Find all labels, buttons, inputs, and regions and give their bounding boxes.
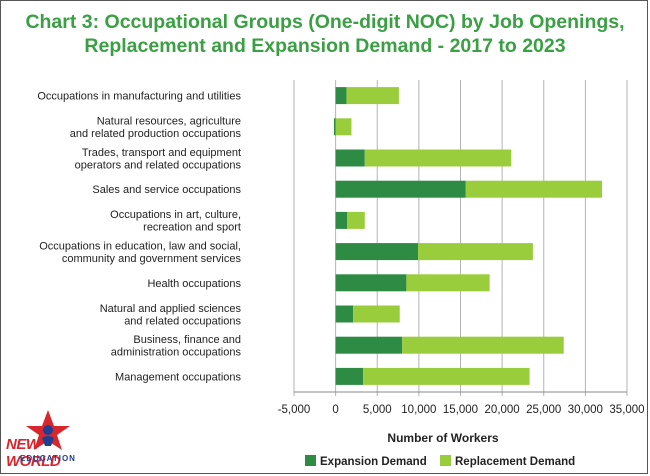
expansion-bar — [335, 180, 466, 198]
chart-title-line2: Replacement and Expansion Demand - 2017 … — [84, 35, 566, 57]
expansion-bar — [335, 149, 365, 167]
replacement-bar — [353, 305, 400, 323]
x-tick-label: 15,000 — [443, 404, 478, 416]
expansion-bar — [335, 87, 347, 105]
x-tick-label: 5,000 — [363, 404, 392, 416]
replacement-bar — [363, 367, 530, 385]
logo-subtitle: EDUCATION — [20, 454, 76, 463]
new-world-education-logo: NEW WORLD EDUCATION — [4, 408, 90, 470]
category-label: Trades, transport and equipment operators… — [75, 147, 242, 172]
category-label: Business, finance and administration occu… — [111, 334, 242, 359]
expansion-bar — [335, 243, 419, 261]
star-icon — [26, 410, 70, 450]
category-label: Management occupations — [115, 371, 241, 383]
expansion-bar — [335, 367, 364, 385]
chart-title-line1: Chart 3: Occupational Groups (One-digit … — [25, 11, 625, 33]
expansion-bar — [335, 274, 407, 292]
category-label: Natural and applied sciences and related … — [100, 303, 242, 328]
x-tick-label: 10,000 — [401, 404, 436, 416]
expansion-bar — [335, 211, 348, 229]
legend-label-replacement: Replacement Demand — [455, 456, 575, 468]
category-label: Occupations in art, culture, recreation a… — [110, 209, 241, 234]
x-tick-label: 25,000 — [526, 404, 561, 416]
replacement-bar — [418, 243, 533, 261]
x-tick-label: 30,000 — [568, 404, 603, 416]
expansion-bar — [333, 118, 336, 136]
legend-swatch-expansion — [305, 455, 316, 466]
expansion-bar — [335, 336, 403, 354]
x-tick-label: 35,000 — [609, 404, 644, 416]
expansion-bar — [335, 305, 354, 323]
x-tick-label: -5,000 — [278, 404, 311, 416]
logo-wordmark: NEW WORLD — [6, 436, 61, 470]
legend-swatch-replacement — [440, 455, 451, 466]
legend-label-expansion: Expansion Demand — [320, 456, 427, 468]
replacement-bar — [346, 87, 399, 105]
category-label: Natural resources, agriculture and relate… — [70, 116, 242, 141]
replacement-bar — [364, 149, 512, 167]
x-tick-label: 0 — [332, 404, 338, 416]
x-axis-title: Number of Workers — [387, 431, 498, 445]
replacement-bar — [406, 274, 490, 292]
x-tick-label: 20,000 — [485, 404, 520, 416]
replacement-bar — [402, 336, 564, 354]
replacement-bar — [335, 118, 352, 136]
category-label: Occupations in education, law and social… — [39, 240, 241, 265]
replacement-bar — [465, 180, 603, 198]
category-label: Health occupations — [147, 278, 241, 290]
category-label: Occupations in manufacturing and utiliti… — [37, 91, 241, 103]
replacement-bar — [347, 211, 365, 229]
category-label: Sales and service occupations — [92, 184, 241, 196]
